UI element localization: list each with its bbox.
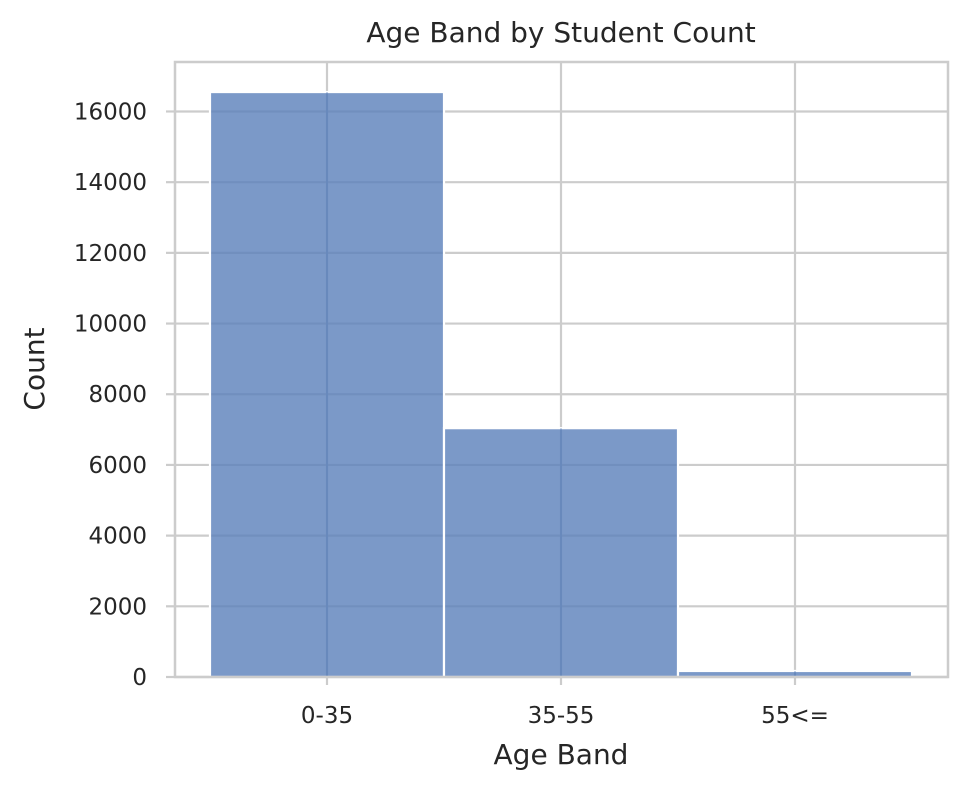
y-tick-label: 8000	[88, 382, 147, 408]
y-axis-ticks: 0 2000 4000 6000 8000 10000 12000 14000 16000	[74, 99, 175, 691]
y-axis-label: Count	[18, 327, 51, 410]
y-tick-label: 4000	[88, 524, 147, 550]
y-tick-label: 12000	[74, 241, 147, 267]
bar-35-55	[442, 427, 680, 679]
bars-layer	[208, 90, 914, 679]
x-axis-label: Age Band	[494, 738, 629, 771]
y-tick-label: 14000	[74, 170, 147, 196]
x-tick-label: 55<=	[761, 703, 829, 729]
bar-0-35	[208, 90, 446, 679]
y-tick-label: 2000	[88, 594, 147, 620]
x-tick-label: 0-35	[301, 703, 353, 729]
x-axis-ticks: 0-35 35-55 55<=	[301, 677, 829, 729]
y-tick-label: 6000	[88, 453, 147, 479]
x-tick-label: 35-55	[528, 703, 595, 729]
y-tick-label: 10000	[74, 312, 147, 338]
y-tick-label: 0	[132, 665, 147, 691]
chart-title: Age Band by Student Count	[366, 16, 755, 49]
y-tick-label: 16000	[74, 99, 147, 125]
